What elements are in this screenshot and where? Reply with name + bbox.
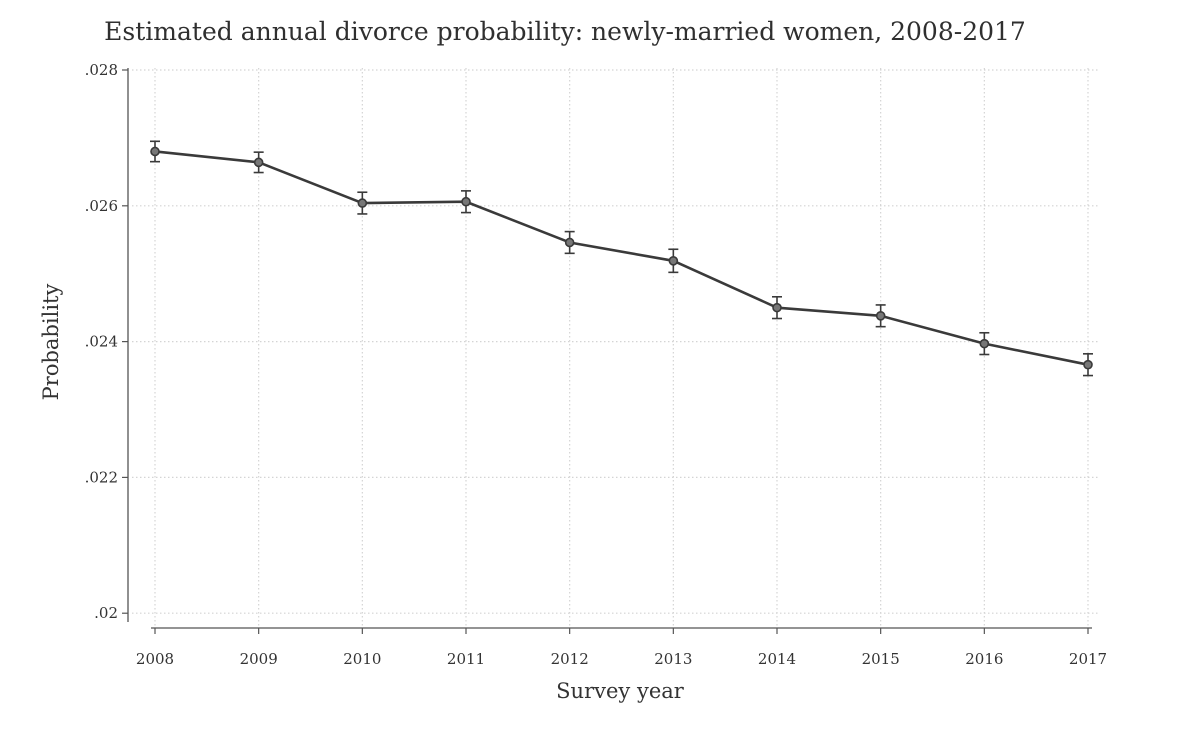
data-point [668,256,679,266]
x-tick-label: 2008 [136,650,174,668]
x-tick-label: 2013 [654,650,692,668]
x-tick-label: 2011 [447,650,485,668]
y-tick-label: .02 [94,604,118,622]
x-tick-label: 2015 [862,650,900,668]
y-tick-label: .024 [85,333,118,351]
data-point [564,237,575,248]
x-tick-label: 2012 [551,650,589,668]
x-tick-label: 2016 [965,650,1003,668]
y-tick-label: .026 [85,197,118,215]
data-point [979,338,990,349]
x-tick-label: 2017 [1069,650,1107,668]
x-tick-label: 2009 [240,650,278,668]
data-point [875,311,886,321]
plot-area: .02 .022 .024 .026 .028 2008 2009 2010 2011 2012 2… [85,61,1108,668]
data-point [150,146,160,157]
y-axis-title: Probability [39,284,63,401]
data-point [461,196,471,207]
data-point [357,198,368,208]
chart-title: Estimated annual divorce probability: ne… [104,17,1026,46]
data-point [253,157,264,168]
series-line [154,150,1089,366]
y-tick-label: .022 [85,468,118,486]
x-axis-title: Survey year [556,679,685,703]
x-tick-label: 2010 [343,650,381,668]
data-point [772,302,782,313]
y-tick-label: .028 [85,61,118,79]
x-tick-label: 2014 [758,650,796,668]
data-point [1083,359,1093,370]
